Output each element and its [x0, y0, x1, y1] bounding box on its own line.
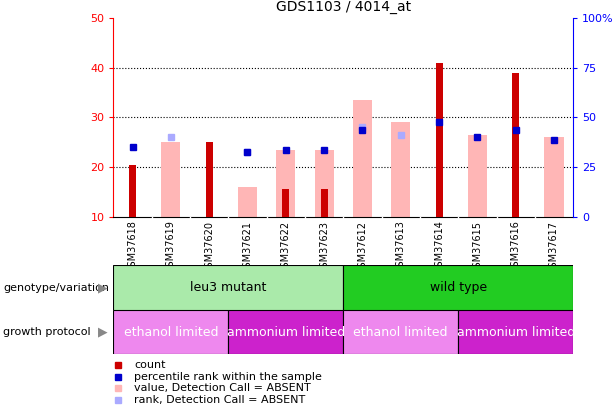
Bar: [343, 265, 573, 310]
Bar: [113, 310, 229, 354]
Text: GSM37613: GSM37613: [396, 221, 406, 273]
Bar: [343, 310, 459, 354]
Bar: [391, 122, 410, 217]
Text: growth protocol: growth protocol: [3, 327, 91, 337]
Text: GSM37612: GSM37612: [357, 221, 367, 273]
Text: GSM37622: GSM37622: [281, 221, 291, 274]
Text: GSM37614: GSM37614: [434, 221, 444, 273]
Bar: [276, 150, 295, 217]
Bar: [468, 135, 487, 217]
Text: GSM37616: GSM37616: [511, 221, 520, 273]
Bar: [206, 142, 213, 217]
Text: GSM37615: GSM37615: [473, 221, 482, 273]
Bar: [238, 187, 257, 217]
Bar: [129, 164, 136, 217]
Text: GSM37621: GSM37621: [243, 221, 253, 273]
Text: ammonium limited: ammonium limited: [227, 326, 345, 339]
Text: ethanol limited: ethanol limited: [124, 326, 218, 339]
Bar: [544, 137, 563, 217]
Text: ammonium limited: ammonium limited: [457, 326, 575, 339]
Bar: [229, 310, 343, 354]
Text: percentile rank within the sample: percentile rank within the sample: [134, 372, 322, 382]
Bar: [161, 142, 180, 217]
Text: GSM37620: GSM37620: [204, 221, 214, 273]
Bar: [321, 190, 327, 217]
Text: ▶: ▶: [97, 326, 107, 339]
Title: GDS1103 / 4014_at: GDS1103 / 4014_at: [276, 0, 411, 15]
Text: leu3 mutant: leu3 mutant: [190, 281, 267, 294]
Text: GSM37617: GSM37617: [549, 221, 559, 273]
Text: ▶: ▶: [97, 281, 107, 294]
Bar: [459, 310, 573, 354]
Bar: [512, 73, 519, 217]
Text: ethanol limited: ethanol limited: [354, 326, 448, 339]
Bar: [283, 190, 289, 217]
Text: wild type: wild type: [430, 281, 487, 294]
Text: genotype/variation: genotype/variation: [3, 283, 109, 292]
Bar: [113, 265, 343, 310]
Text: value, Detection Call = ABSENT: value, Detection Call = ABSENT: [134, 384, 311, 394]
Text: GSM37618: GSM37618: [128, 221, 137, 273]
Bar: [353, 100, 372, 217]
Bar: [314, 150, 333, 217]
Bar: [436, 63, 443, 217]
Text: GSM37623: GSM37623: [319, 221, 329, 273]
Text: GSM37619: GSM37619: [166, 221, 176, 273]
Text: count: count: [134, 360, 166, 370]
Text: rank, Detection Call = ABSENT: rank, Detection Call = ABSENT: [134, 395, 305, 405]
